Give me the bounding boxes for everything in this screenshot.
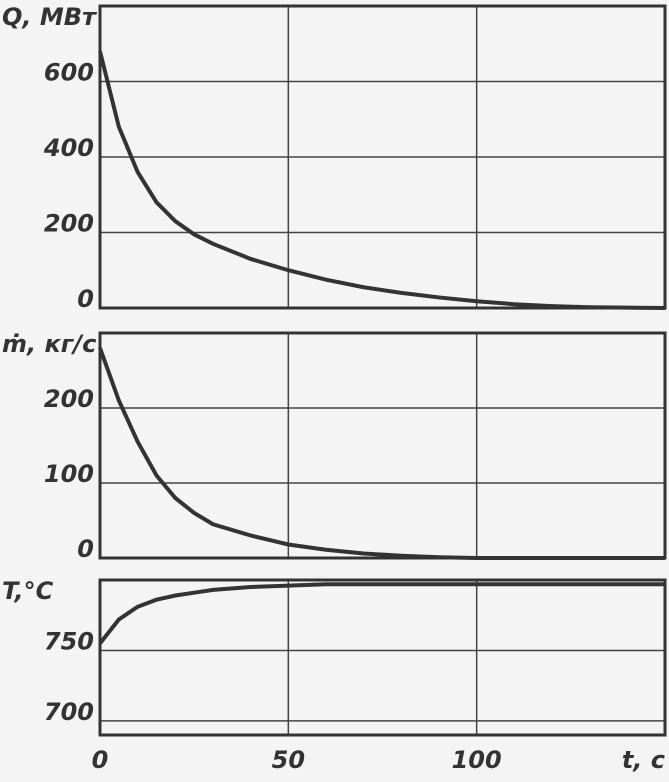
x-tick-label: 0	[92, 746, 109, 774]
data-line	[98, 582, 665, 645]
y-tick-label: 200	[44, 385, 94, 413]
y-tick-label: 750	[44, 627, 94, 655]
y-tick-label: 200	[44, 210, 94, 238]
y-tick-label: 400	[43, 134, 94, 162]
y-tick-label: 100	[44, 460, 94, 488]
data-line	[98, 347, 665, 560]
y-tick-label: 600	[44, 59, 94, 87]
y-axis-label: ṁ, кг/с	[2, 330, 96, 358]
x-tick-label: 50	[272, 746, 305, 774]
y-tick-label: 700	[44, 698, 94, 726]
y-axis-label: T,°C	[2, 577, 54, 605]
plot-frame	[98, 331, 667, 560]
y-tick-label: 0	[77, 285, 94, 313]
plot-frame	[98, 4, 667, 310]
y-axis-label: Q, МВт	[2, 3, 98, 31]
data-line	[98, 50, 666, 310]
y-tick-label: 0	[77, 535, 94, 563]
x-tick-label: 100	[452, 746, 502, 774]
x-axis-label: t, c	[622, 746, 665, 774]
plot-frame	[98, 578, 667, 737]
